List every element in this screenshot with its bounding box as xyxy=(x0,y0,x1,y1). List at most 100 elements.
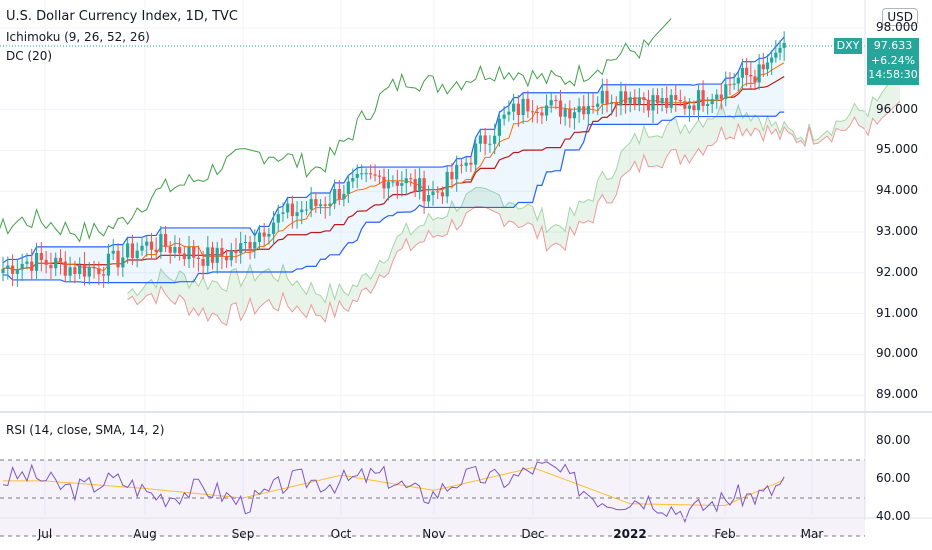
candle-body xyxy=(455,164,459,180)
candle-body xyxy=(257,232,262,243)
time-tick-label: 2022 xyxy=(613,527,647,541)
candle-body xyxy=(1,268,5,274)
candle-body xyxy=(44,260,48,265)
candle-body xyxy=(724,84,728,99)
candle-body xyxy=(314,199,318,207)
last-price-box: 97.633 +6.24% 14:58:30 xyxy=(867,38,919,85)
candle-body xyxy=(549,100,553,106)
candle-body xyxy=(187,246,191,260)
candle-body xyxy=(497,118,501,136)
ichimoku-legend[interactable]: Ichimoku (9, 26, 52, 26) xyxy=(6,30,150,44)
candle-body xyxy=(54,257,58,269)
candle-body xyxy=(474,143,478,165)
candle-body xyxy=(395,181,399,186)
candle-body xyxy=(229,250,233,261)
candle-body xyxy=(493,135,497,144)
candle-body xyxy=(377,175,382,177)
candle-body xyxy=(404,178,408,184)
candle-body xyxy=(309,199,313,210)
candle-body xyxy=(39,252,43,261)
candle-body xyxy=(87,267,91,277)
candle-body xyxy=(15,269,19,274)
candle-body xyxy=(145,241,149,246)
candle-body xyxy=(6,265,10,269)
candle-body xyxy=(225,256,229,261)
candle-body xyxy=(544,105,549,116)
rsi-tick-label: 80.00 xyxy=(876,433,911,447)
candle-body xyxy=(516,103,520,116)
candle-body xyxy=(400,183,404,186)
candle-body xyxy=(210,247,215,263)
rsi-line xyxy=(2,461,785,523)
candle-body xyxy=(201,258,205,266)
candle-body xyxy=(464,162,468,166)
candle-body xyxy=(25,261,29,264)
price-tick-label: 89.000 xyxy=(876,387,918,402)
candle-body xyxy=(745,67,749,76)
candle-body xyxy=(665,98,669,108)
candle-body xyxy=(507,111,511,115)
candle-body xyxy=(196,257,201,259)
price-tick-label: 95.000 xyxy=(876,142,918,157)
price-tick-label: 98.000 xyxy=(876,20,918,34)
candle-body xyxy=(701,90,705,106)
candle-body xyxy=(360,173,364,175)
candle-body xyxy=(450,171,454,180)
candle-body xyxy=(540,112,544,116)
price-tick-label: 91.000 xyxy=(876,305,918,320)
candle-body xyxy=(660,98,664,104)
candle-body xyxy=(687,105,692,109)
candle-body xyxy=(440,192,445,197)
donchian-legend[interactable]: DC (20) xyxy=(6,49,53,63)
candle-body xyxy=(111,250,115,254)
candle-body xyxy=(770,57,774,63)
senkou-span-b xyxy=(127,100,901,326)
price-tick-label: 96.000 xyxy=(876,101,918,116)
candle-body xyxy=(102,274,106,276)
candle-body xyxy=(558,100,563,117)
candle-body xyxy=(469,162,473,165)
candle-body xyxy=(633,97,637,105)
candle-body xyxy=(276,213,280,223)
candle-body xyxy=(262,232,266,237)
candle-body xyxy=(135,250,139,259)
candle-body xyxy=(521,98,525,116)
candle-body xyxy=(655,95,660,104)
candle-body xyxy=(651,95,655,111)
candle-body xyxy=(116,250,120,268)
currency-button[interactable]: USD xyxy=(882,8,918,26)
candle-body xyxy=(154,249,158,253)
pane-dividers xyxy=(0,0,932,520)
rsi-tick-label: 60.00 xyxy=(876,471,911,485)
time-tick-label: Feb xyxy=(714,527,736,541)
candle-body xyxy=(391,181,395,183)
candle-body xyxy=(34,252,39,271)
candle-body xyxy=(295,212,299,217)
candle-body xyxy=(669,95,673,108)
candle-body xyxy=(483,135,487,144)
time-tick-label: Dec xyxy=(521,527,545,541)
candle-body xyxy=(445,171,449,197)
candle-body xyxy=(765,62,770,70)
grid-lines xyxy=(0,0,865,514)
price-tick-label: 90.000 xyxy=(876,346,918,361)
candle-body xyxy=(337,188,341,199)
candle-body xyxy=(605,90,609,105)
candle-body xyxy=(568,108,572,119)
candle-body xyxy=(92,267,96,269)
time-tick-label: Jul xyxy=(37,527,53,541)
candle-body xyxy=(531,111,535,113)
candle-body xyxy=(173,247,177,253)
candle-body xyxy=(130,243,135,259)
candle-body xyxy=(749,75,753,77)
candle-body xyxy=(692,105,696,111)
time-tick-label: Aug xyxy=(133,527,157,541)
candle-body xyxy=(10,265,15,274)
candle-body xyxy=(577,106,581,113)
candle-body xyxy=(719,94,723,99)
candle-body xyxy=(253,242,257,249)
candle-body xyxy=(646,99,651,111)
candle-body xyxy=(600,90,604,104)
rsi-legend[interactable]: RSI (14, close, SMA, 14, 2) xyxy=(6,423,165,437)
